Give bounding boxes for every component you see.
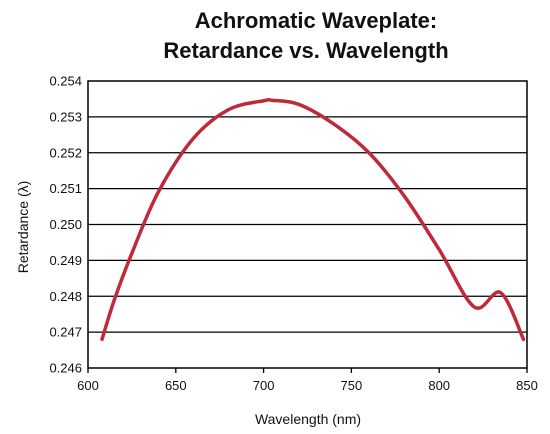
retardance-series-line (100, 97, 526, 342)
y-tick-label: 0.250 (49, 217, 82, 232)
x-tick-label: 650 (165, 378, 187, 393)
y-tick-label: 0.246 (49, 361, 82, 376)
x-tick-label: 600 (77, 378, 99, 393)
y-tick-label: 0.247 (49, 325, 82, 340)
plot-frame (87, 80, 528, 369)
x-tick-label: 800 (428, 378, 450, 393)
y-tick-label: 0.248 (49, 289, 82, 304)
chart-title-line-2: Retardance vs. Wavelength (163, 38, 448, 63)
y-tick-labels: 0.246 0.247 0.248 0.249 0.250 0.251 0.252 0.253… (49, 74, 82, 376)
chart-title-line-1: Achromatic Waveplate: (195, 8, 437, 33)
y-tick-label: 0.254 (49, 74, 82, 89)
y-tick-label: 0.249 (49, 253, 82, 268)
x-tick-label: 750 (341, 378, 363, 393)
x-tick-label: 850 (516, 378, 538, 393)
series-layer (100, 97, 526, 342)
x-axis-label: Wavelength (nm) (255, 411, 361, 427)
x-tick-label: 700 (253, 378, 275, 393)
x-tick-labels: 600 650 700 750 800 850 (77, 368, 538, 393)
y-tick-label: 0.252 (49, 145, 82, 160)
y-tick-label: 0.253 (49, 109, 82, 124)
y-tick-label: 0.251 (49, 181, 82, 196)
y-axis-label: Retardance (λ) (15, 181, 31, 274)
